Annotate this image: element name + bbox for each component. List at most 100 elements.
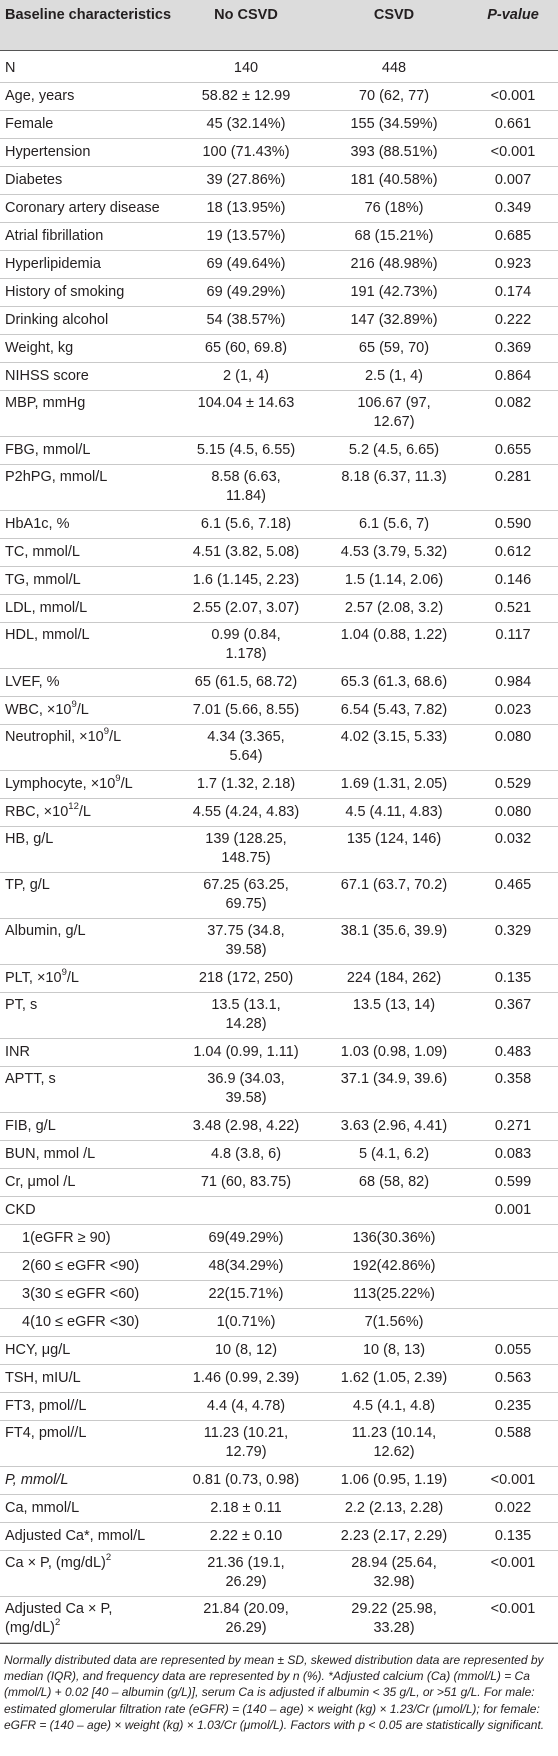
no-csvd-value: 5.15 (4.5, 6.55) xyxy=(172,436,320,465)
p-value: 0.083 xyxy=(468,1140,558,1169)
table-row: CKD 0.001 xyxy=(0,1196,558,1225)
csvd-value: 216 (48.98%) xyxy=(320,250,468,279)
row-label: Atrial fibrillation xyxy=(0,222,172,251)
no-csvd-value: 58.82 ± 12.99 xyxy=(172,82,320,111)
row-label-superscript: 9 xyxy=(61,967,67,979)
row-label: PT, s xyxy=(0,992,172,1039)
row-label: INR xyxy=(0,1038,172,1067)
row-label: LDL, mmol/L xyxy=(0,594,172,623)
row-label-text: APTT, s xyxy=(5,1071,56,1087)
row-label-text: N xyxy=(5,60,16,76)
row-label-text: TC, mmol/L xyxy=(5,544,80,560)
row-label-text: CKD xyxy=(5,1202,36,1218)
no-csvd-value: 10 (8, 12) xyxy=(172,1336,320,1365)
row-label-superscript: 9 xyxy=(71,699,77,711)
row-label-superscript: 2 xyxy=(105,1552,112,1564)
no-csvd-value: 45 (32.14%) xyxy=(172,110,320,139)
no-csvd-value: 18 (13.95%) xyxy=(172,194,320,223)
row-label: Age, years xyxy=(0,82,172,111)
no-csvd-value: 100 (71.43%) xyxy=(172,138,320,167)
table-row: PT, s 13.5 (13.1, 14.28) 13.5 (13, 14) 0.367 xyxy=(0,992,558,1039)
p-value: 0.864 xyxy=(468,362,558,391)
header-p-value: P-value xyxy=(468,0,558,51)
row-label: Neutrophil, ×109/L xyxy=(0,724,172,771)
table-row: Atrial fibrillation 19 (13.57%) 68 (15.21%… xyxy=(0,222,558,251)
row-label-text: HB, g/L xyxy=(5,831,54,847)
csvd-value: 37.1 (34.9, 39.6) xyxy=(320,1066,468,1113)
baseline-characteristics-table: Baseline characteristics No CSVD CSVD P-… xyxy=(0,0,558,1643)
header-no-csvd: No CSVD xyxy=(172,0,320,51)
no-csvd-value: 36.9 (34.03, 39.58) xyxy=(172,1066,320,1113)
row-label-text: 3(30 ≤ eGFR <60) xyxy=(22,1286,140,1302)
table-row: TSH, mIU/L 1.46 (0.99, 2.39) 1.62 (1.05, 2… xyxy=(0,1364,558,1393)
csvd-value xyxy=(320,1196,468,1225)
table-row: 1(eGFR ≥ 90) 69(49.29%) 136(30.36%) xyxy=(0,1224,558,1253)
table-row: Coronary artery disease 18 (13.95%) 76 (18… xyxy=(0,194,558,223)
row-label-text: TSH, mIU/L xyxy=(5,1370,81,1386)
p-value: <0.001 xyxy=(468,1596,558,1643)
row-label-text: FBG, mmol/L xyxy=(5,442,91,458)
no-csvd-value: 54 (38.57%) xyxy=(172,306,320,335)
p-value: <0.001 xyxy=(468,82,558,111)
no-csvd-value: 69(49.29%) xyxy=(172,1224,320,1253)
row-label-text: Coronary artery disease xyxy=(5,200,160,216)
row-label: 3(30 ≤ eGFR <60) xyxy=(0,1280,172,1309)
p-value: 0.055 xyxy=(468,1336,558,1365)
csvd-value: 68 (15.21%) xyxy=(320,222,468,251)
p-value: <0.001 xyxy=(468,1550,558,1597)
table-row: APTT, s 36.9 (34.03, 39.58) 37.1 (34.9, 39.… xyxy=(0,1066,558,1113)
row-label-text: Atrial fibrillation xyxy=(5,228,104,244)
row-label-text: Weight, kg xyxy=(5,340,74,356)
row-label-text: FT4, pmol//L xyxy=(5,1425,87,1441)
row-label-suffix: /L xyxy=(66,970,79,986)
p-value: 0.235 xyxy=(468,1392,558,1421)
row-label: Drinking alcohol xyxy=(0,306,172,335)
csvd-value: 2.23 (2.17, 2.29) xyxy=(320,1522,468,1551)
no-csvd-value: 0.99 (0.84, 1.178) xyxy=(172,622,320,669)
row-label: CKD xyxy=(0,1196,172,1225)
no-csvd-value: 4.55 (4.24, 4.83) xyxy=(172,798,320,827)
table-row: Cr, μmol /L 71 (60, 83.75) 68 (58, 82) 0.59… xyxy=(0,1168,558,1197)
header-baseline-characteristics: Baseline characteristics xyxy=(0,0,172,51)
p-value: 0.174 xyxy=(468,278,558,307)
table-body: N 140 448 Age, years 58.82 ± 12.99 70 (62, 77… xyxy=(0,50,558,1643)
row-label-superscript: 9 xyxy=(103,726,110,738)
p-value: 0.080 xyxy=(468,798,558,827)
p-value: 0.483 xyxy=(468,1038,558,1067)
row-label: FT4, pmol//L xyxy=(0,1420,172,1467)
row-label: FT3, pmol//L xyxy=(0,1392,172,1421)
table-row: 2(60 ≤ eGFR <90) 48(34.29%) 192(42.86%) xyxy=(0,1252,558,1281)
p-value xyxy=(468,1224,558,1253)
row-label: HDL, mmol/L xyxy=(0,622,172,669)
row-label: APTT, s xyxy=(0,1066,172,1113)
csvd-value: 28.94 (25.64, 32.98) xyxy=(320,1550,468,1597)
row-label: FBG, mmol/L xyxy=(0,436,172,465)
row-label-text: Age, years xyxy=(5,88,75,104)
csvd-value: 192(42.86%) xyxy=(320,1252,468,1281)
p-value: <0.001 xyxy=(468,138,558,167)
row-label: P, mmol/L xyxy=(0,1466,172,1495)
p-value: 0.135 xyxy=(468,964,558,993)
csvd-value: 1.06 (0.95, 1.19) xyxy=(320,1466,468,1495)
csvd-value: 2.57 (2.08, 3.2) xyxy=(320,594,468,623)
csvd-value: 11.23 (10.14, 12.62) xyxy=(320,1420,468,1467)
row-label-text: 1(eGFR ≥ 90) xyxy=(22,1230,111,1246)
table-row: HB, g/L 139 (128.25, 148.75) 135 (124, 146)… xyxy=(0,826,558,873)
row-label-text: HbA1c, % xyxy=(5,516,70,532)
row-label-text: 4(10 ≤ eGFR <30) xyxy=(22,1314,140,1330)
table-row: HbA1c, % 6.1 (5.6, 7.18) 6.1 (5.6, 7) 0.590 xyxy=(0,510,558,539)
row-label-text: HCY, μg/L xyxy=(5,1342,71,1358)
row-label-suffix: /L xyxy=(109,729,122,745)
p-value: 0.222 xyxy=(468,306,558,335)
p-value: 0.329 xyxy=(468,918,558,965)
row-label-text: Hyperlipidemia xyxy=(5,256,101,272)
row-label: PLT, ×109/L xyxy=(0,964,172,993)
row-label-text: 2(60 ≤ eGFR <90) xyxy=(22,1258,140,1274)
row-label: Female xyxy=(0,110,172,139)
row-label: FIB, g/L xyxy=(0,1112,172,1141)
table-row: NIHSS score 2 (1, 4) 2.5 (1, 4) 0.864 xyxy=(0,362,558,391)
no-csvd-value: 139 (128.25, 148.75) xyxy=(172,826,320,873)
row-label-text: Diabetes xyxy=(5,172,63,188)
no-csvd-value: 37.75 (34.8, 39.58) xyxy=(172,918,320,965)
